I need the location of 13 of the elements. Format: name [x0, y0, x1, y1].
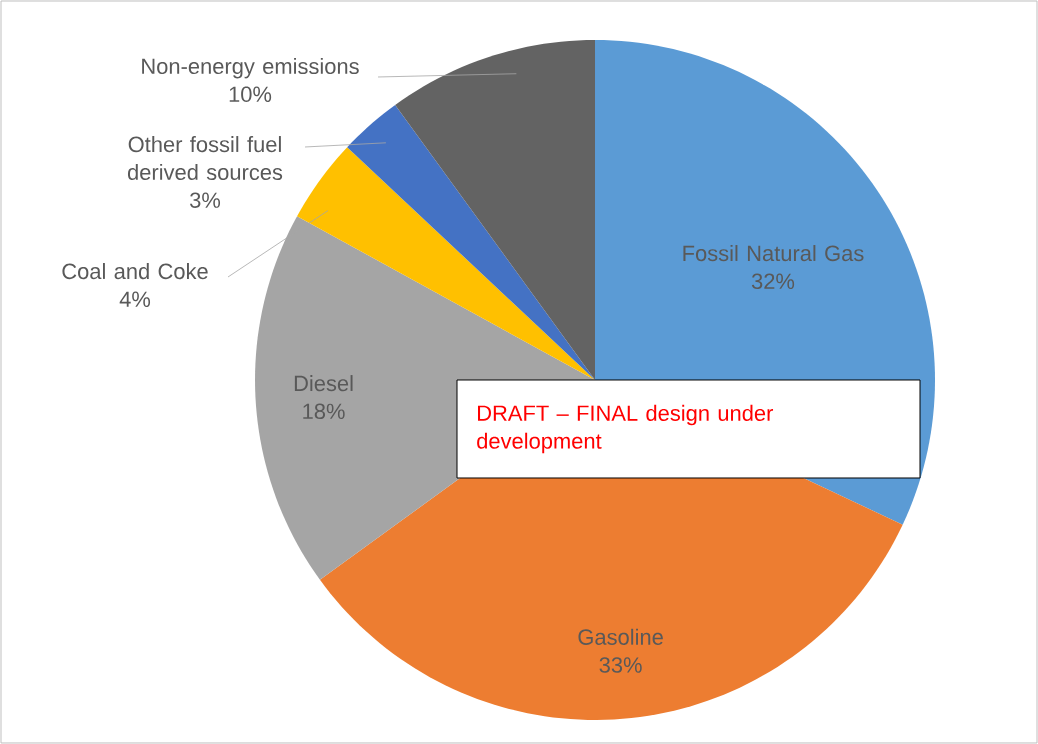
data-label: 10% — [229, 86, 272, 102]
slice-label: Diesel — [294, 375, 353, 392]
slice-label: Other fossil fuel derived sources — [127, 136, 283, 181]
slice-label: Non-energy emissions — [142, 57, 359, 79]
slice-label: Gasoline — [578, 628, 663, 645]
data-label: 4% — [119, 291, 151, 307]
slice-label: Coal and Coke — [62, 263, 208, 280]
data-label: 32% — [751, 273, 795, 290]
data-label: 33% — [599, 657, 642, 673]
data-label: 3% — [190, 192, 221, 208]
text: DRAFT – FINAL design under development — [477, 404, 774, 454]
data-label: 18% — [303, 403, 345, 420]
slice-label: Fossil Natural Gas — [683, 245, 864, 262]
